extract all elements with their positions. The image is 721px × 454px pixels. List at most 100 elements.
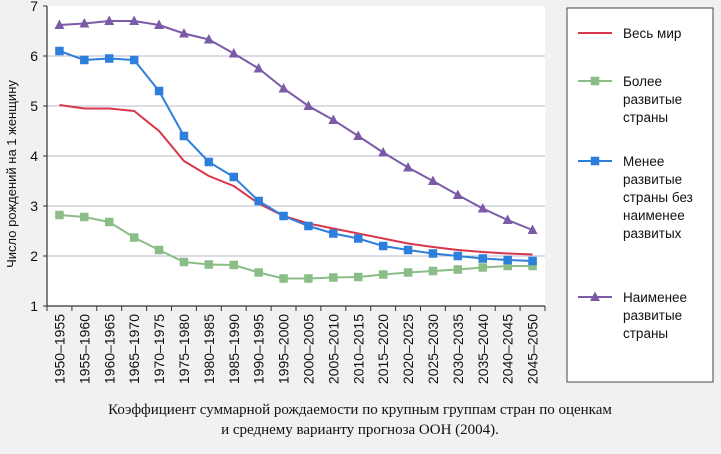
data-point — [204, 260, 214, 269]
y-tick-label: 2 — [30, 248, 38, 264]
data-point — [353, 130, 364, 140]
figure-caption: Коэффициент суммарной рождаемости по кру… — [20, 400, 700, 440]
legend-label-line: Менее — [623, 154, 664, 169]
data-point — [304, 274, 313, 283]
data-point — [229, 260, 238, 270]
data-point — [229, 172, 238, 182]
data-point — [453, 251, 463, 261]
x-tick-label: 2045–2050 — [525, 314, 541, 384]
y-tick-label: 7 — [30, 0, 38, 14]
legend-label-line: развитые — [623, 92, 682, 107]
data-point — [154, 19, 165, 29]
data-point — [203, 34, 214, 44]
legend-item-0: Весь мир — [578, 26, 681, 41]
data-point — [204, 157, 214, 167]
data-point — [253, 63, 264, 73]
x-tick-label: 1990–1995 — [251, 314, 267, 384]
data-point — [428, 249, 438, 258]
x-tick-label: 2035–2040 — [475, 314, 491, 384]
legend-label-line: Весь мир — [623, 26, 681, 41]
data-point — [378, 147, 389, 157]
series-0 — [59, 104, 533, 256]
legend-label-line: наименее — [623, 208, 685, 223]
x-tick-label: 2030–2035 — [450, 314, 466, 384]
legend-label-line: развитых — [623, 226, 682, 241]
data-point — [179, 131, 189, 141]
tick-labels: 1 2 3 4 5 6 7 1950–1955 1955–1960 1960–1965 1965–1… — [30, 0, 540, 384]
data-point — [129, 55, 139, 65]
data-point — [329, 229, 338, 238]
series-lines — [54, 15, 538, 283]
data-point — [104, 15, 115, 25]
legend-label-line: страны — [623, 326, 668, 341]
x-tick-label: 1995–2000 — [276, 314, 292, 384]
data-point — [279, 211, 288, 221]
x-tick-label: 1975–1980 — [176, 314, 192, 384]
data-point — [54, 19, 65, 29]
x-tick-label: 1960–1965 — [101, 314, 117, 384]
caption-line-2: и среднему варианту прогноза ООН (2004). — [221, 422, 499, 438]
data-point — [478, 254, 487, 263]
legend-item-2: Менее развитые страны без наименее развитых — [578, 154, 693, 241]
data-point — [329, 273, 338, 282]
data-point — [328, 114, 339, 124]
data-point — [129, 15, 140, 25]
x-tick-label: 2005–2010 — [325, 314, 341, 384]
data-point — [80, 212, 89, 222]
data-point — [428, 266, 438, 276]
data-point — [105, 54, 114, 63]
data-point — [354, 272, 363, 282]
data-point — [154, 245, 164, 255]
legend-label-line: развитые — [623, 308, 682, 323]
data-point — [403, 268, 413, 277]
data-point — [79, 18, 90, 28]
data-point — [80, 55, 89, 65]
x-tick-label: 2025–2030 — [425, 314, 441, 384]
data-point — [55, 46, 64, 56]
x-tick-label: 1970–1975 — [151, 314, 167, 384]
series-line — [59, 104, 533, 256]
data-point — [478, 263, 487, 272]
legend-label-line: Более — [623, 74, 662, 89]
data-point — [453, 265, 463, 274]
data-point — [105, 217, 114, 227]
legend-label-line: страны без — [623, 190, 693, 205]
data-point — [403, 162, 414, 172]
data-point — [503, 255, 512, 265]
x-tick-label: 2020–2025 — [400, 314, 416, 384]
axes — [43, 5, 546, 311]
data-point — [378, 241, 388, 251]
data-point — [452, 189, 463, 199]
legend: Весь мир Более развитые страны Менее развитые… — [578, 26, 693, 341]
legend-label-line: Наименее — [623, 290, 687, 305]
x-tick-label: 1955–1960 — [76, 314, 92, 384]
legend-label-line: развитые — [623, 172, 682, 187]
y-axis-label: Число рождений на 1 женщину — [4, 80, 19, 268]
x-tick-label: 1980–1985 — [201, 314, 217, 384]
x-tick-label: 1965–1970 — [126, 314, 142, 384]
data-point — [477, 203, 488, 213]
data-point — [254, 268, 263, 277]
x-tick-label: 1950–1955 — [51, 314, 67, 384]
y-tick-label: 4 — [30, 148, 38, 164]
data-point — [527, 224, 538, 234]
data-point — [178, 28, 189, 38]
y-tick-label: 3 — [30, 198, 38, 214]
legend-item-1: Более развитые страны — [578, 74, 682, 125]
data-point — [279, 274, 288, 283]
legend-swatch-marker — [590, 156, 600, 166]
data-point — [427, 175, 438, 185]
data-point — [528, 256, 537, 266]
x-tick-label: 1985–1990 — [226, 314, 242, 384]
data-point — [278, 83, 289, 93]
legend-label-line: страны — [623, 110, 668, 125]
y-tick-label: 6 — [30, 48, 38, 64]
x-tick-label: 2015–2020 — [375, 314, 391, 384]
series-line — [59, 20, 533, 231]
x-tick-label: 2000–2005 — [300, 314, 316, 384]
data-point — [55, 210, 64, 220]
legend-box — [566, 7, 714, 383]
data-point — [354, 234, 363, 243]
data-point — [228, 48, 239, 58]
